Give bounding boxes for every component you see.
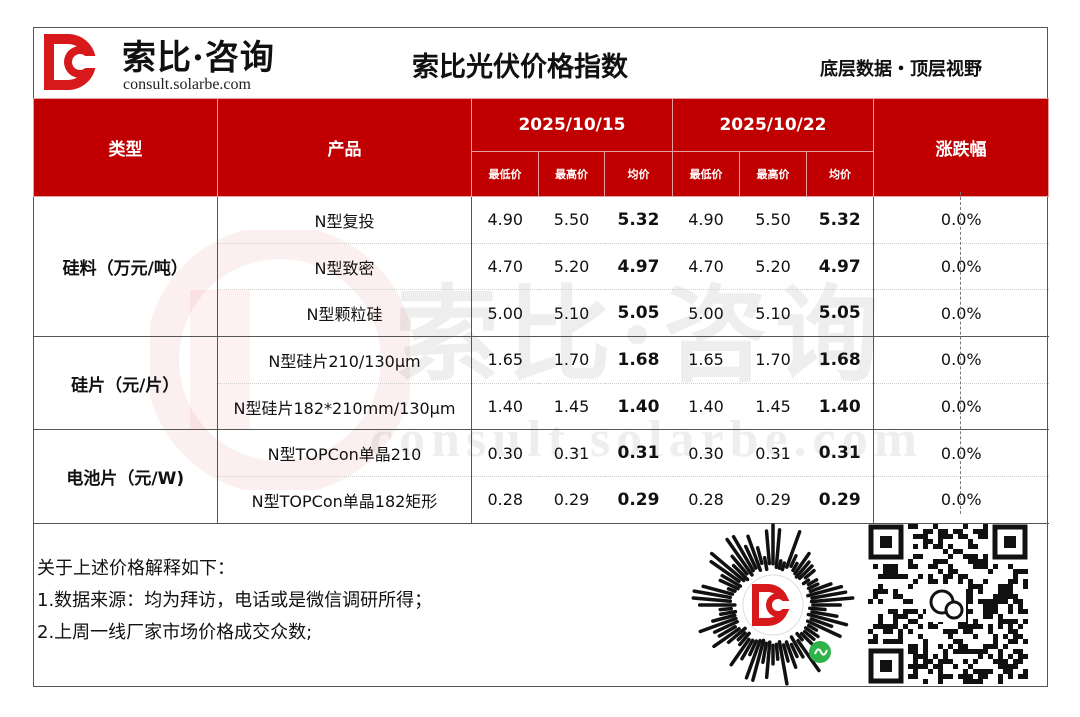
price-max-1: 0.29	[538, 476, 605, 524]
price-avg-2: 4.97	[806, 243, 874, 291]
price-avg-1: 0.31	[604, 429, 673, 478]
report-title: 索比光伏价格指数	[412, 52, 628, 83]
header-min-2: 最低价	[672, 151, 740, 197]
header-min-1: 最低价	[471, 151, 539, 197]
header-max-1: 最高价	[538, 151, 605, 197]
price-min-2: 5.00	[672, 289, 740, 338]
table-row: 硅料（万元/吨） N型复投 4.90 5.50 5.32 4.90 5.50 5…	[33, 195, 1049, 338]
category-cell: 电池片（元/W)	[33, 429, 218, 524]
price-min-2: 0.30	[672, 429, 740, 478]
price-max-1: 1.45	[538, 383, 605, 431]
product-cell: N型致密	[217, 243, 472, 291]
price-table: 类型 产品 2025/10/15 2025/10/22 涨跌幅 最低价 最高价 …	[33, 98, 1049, 524]
price-avg-1: 5.05	[604, 289, 673, 338]
price-min-1: 4.90	[471, 196, 539, 244]
price-avg-1: 0.29	[604, 476, 673, 524]
solarbe-logo-icon	[40, 30, 102, 94]
price-min-1: 1.65	[471, 336, 539, 384]
price-max-1: 0.31	[538, 429, 605, 478]
price-avg-2: 0.31	[806, 429, 874, 478]
product-cell: N型复投	[217, 196, 472, 244]
header-date-2: 2025/10/22	[672, 98, 874, 152]
header-date-1: 2025/10/15	[471, 98, 673, 152]
notes-section: 关于上述价格解释如下： 1.数据来源：均为拜访，电话或是微信调研所得； 2.上周…	[37, 553, 432, 649]
change-cell: 0.0%	[873, 243, 1049, 291]
price-max-2: 5.20	[739, 243, 807, 291]
notes-item: 1.数据来源：均为拜访，电话或是微信调研所得；	[37, 590, 433, 611]
header-product: 产品	[217, 98, 472, 197]
price-min-1: 4.70	[471, 243, 539, 291]
category-cell: 硅片（元/片）	[33, 336, 218, 431]
price-max-2: 0.31	[739, 429, 807, 478]
brand-url: consult.solarbe.com	[123, 76, 251, 93]
price-max-1: 5.10	[538, 289, 605, 338]
price-avg-2: 0.29	[806, 476, 874, 524]
product-cell: N型硅片210/130μm	[217, 336, 472, 384]
table-row: 电池片（元/W) N型TOPCon单晶210 0.30 0.31 0.31 0.…	[33, 429, 1049, 524]
table-row: N型TOPCon单晶182矩形 0.28 0.29 0.29 0.28 0.29…	[34, 476, 1049, 524]
price-max-1: 5.50	[538, 196, 605, 244]
price-min-2: 1.40	[672, 383, 740, 431]
price-max-2: 0.29	[739, 476, 807, 524]
price-min-1: 5.00	[471, 289, 539, 338]
table-row: N型致密 4.70 5.20 4.97 4.70 5.20 4.97 0.0%	[34, 243, 1049, 291]
price-avg-2: 1.68	[806, 336, 874, 384]
change-cell: 0.0%	[873, 196, 1049, 244]
mini-program-qr-icon[interactable]	[690, 522, 856, 688]
price-avg-1: 4.97	[604, 243, 673, 291]
notes-heading: 关于上述价格解释如下：	[37, 558, 235, 579]
wechat-qr-icon[interactable]	[868, 524, 1028, 684]
header-change: 涨跌幅	[873, 98, 1049, 197]
price-min-1: 0.28	[471, 476, 539, 524]
notes-item: 2.上周一线厂家市场价格成交众数;	[37, 622, 313, 643]
price-max-2: 1.70	[739, 336, 807, 384]
price-avg-2: 5.05	[806, 289, 874, 338]
price-min-2: 4.90	[672, 196, 740, 244]
brand-name: 索比·咨询	[122, 38, 275, 78]
price-min-2: 4.70	[672, 243, 740, 291]
change-cell: 0.0%	[873, 429, 1049, 478]
price-max-2: 1.45	[739, 383, 807, 431]
category-cell: 硅料（万元/吨）	[33, 195, 218, 338]
price-max-1: 1.70	[538, 336, 605, 384]
price-min-2: 0.28	[672, 476, 740, 524]
product-cell: N型TOPCon单晶210	[217, 429, 472, 478]
change-cell: 0.0%	[873, 476, 1049, 524]
header-max-2: 最高价	[739, 151, 807, 197]
change-cell: 0.0%	[873, 383, 1049, 431]
table-row: N型颗粒硅 5.00 5.10 5.05 5.00 5.10 5.05 0.0%	[34, 289, 1049, 338]
header-avg-2: 均价	[806, 151, 874, 197]
change-divider	[960, 192, 961, 514]
product-cell: N型TOPCon单晶182矩形	[217, 476, 472, 524]
table-row: 硅片（元/片） N型硅片210/130μm 1.65 1.70 1.68 1.6…	[33, 336, 1049, 431]
header-avg-1: 均价	[604, 151, 673, 197]
price-avg-2: 5.32	[806, 196, 874, 244]
product-cell: N型硅片182*210mm/130μm	[217, 383, 472, 431]
product-cell: N型颗粒硅	[217, 289, 472, 338]
price-max-2: 5.50	[739, 196, 807, 244]
price-max-2: 5.10	[739, 289, 807, 338]
price-min-1: 0.30	[471, 429, 539, 478]
slogan: 底层数据・顶层视野	[820, 59, 982, 80]
price-avg-1: 1.68	[604, 336, 673, 384]
price-avg-1: 5.32	[604, 196, 673, 244]
price-max-1: 5.20	[538, 243, 605, 291]
price-avg-2: 1.40	[806, 383, 874, 431]
price-avg-1: 1.40	[604, 383, 673, 431]
change-cell: 0.0%	[873, 289, 1049, 338]
price-min-1: 1.40	[471, 383, 539, 431]
change-cell: 0.0%	[873, 336, 1049, 384]
header-type: 类型	[33, 98, 218, 197]
price-min-2: 1.65	[672, 336, 740, 384]
